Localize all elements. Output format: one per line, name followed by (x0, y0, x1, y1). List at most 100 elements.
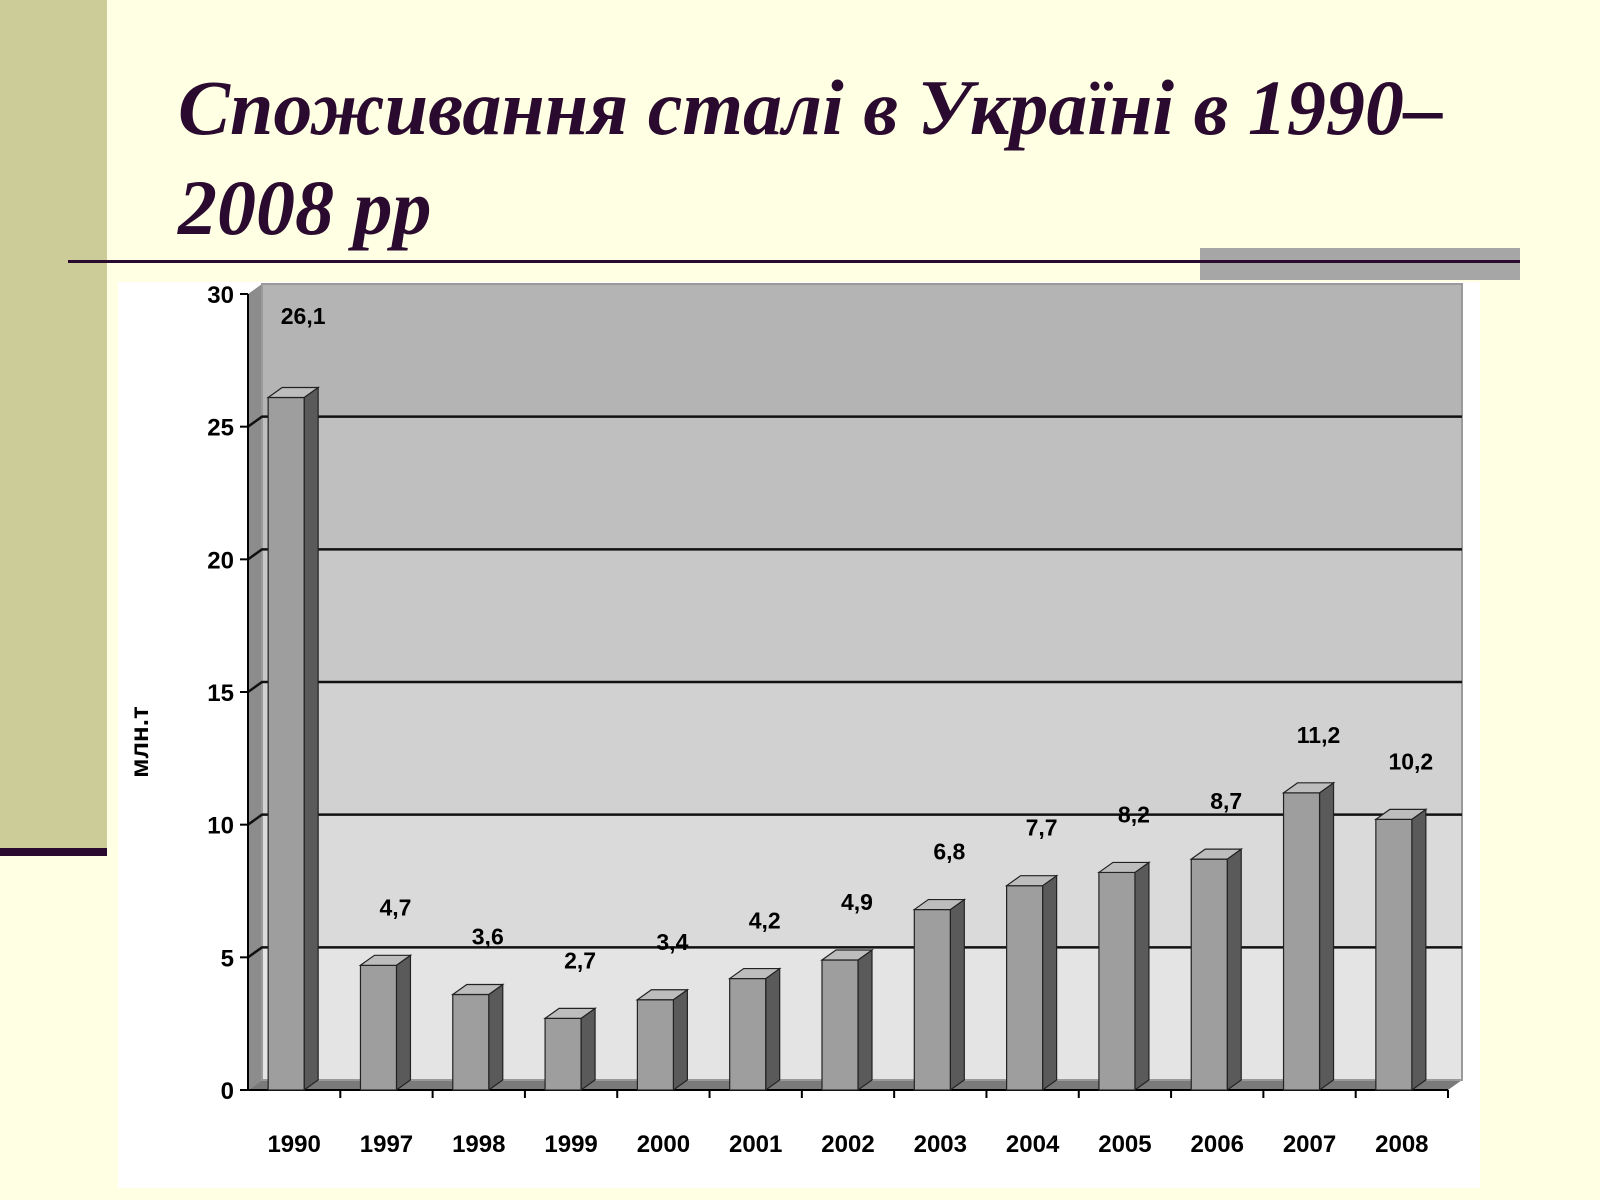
bar-top (1373, 808, 1428, 820)
bar (543, 1007, 597, 1092)
bar-top (635, 989, 690, 1001)
axes: 0 5 10 15 20 25 30 1990 1997 1998 1999 2000 2001 2002… (207, 282, 1449, 1158)
data-label: 4,9 (841, 889, 873, 915)
bar-top (727, 967, 782, 980)
gridline (247, 680, 1462, 694)
plot-band (262, 416, 1462, 550)
bar (912, 898, 967, 1092)
bar-top (1281, 782, 1336, 794)
x-tick-label: 1998 (452, 1131, 505, 1158)
divider-accent-line (1200, 260, 1520, 263)
y-tick-label: 0 (221, 1078, 234, 1105)
x-tick-label: 1990 (267, 1131, 320, 1158)
bar-side (765, 967, 781, 1092)
bar-top (543, 1007, 597, 1019)
data-labels: 26,1 4,7 3,6 2,7 3,4 4,2 4,9 6,8 7,7 8,2 8,7 11,2 10… (281, 303, 1433, 973)
bar-top (266, 386, 321, 399)
bar (727, 967, 782, 1092)
x-tick-label: 2003 (914, 1131, 967, 1158)
gridline (247, 415, 1462, 428)
data-label: 4,7 (379, 894, 411, 920)
bar-side (1042, 874, 1058, 1092)
x-tick-label: 2004 (1006, 1131, 1060, 1158)
bar-top (1097, 861, 1151, 874)
bar-front (913, 908, 951, 1091)
bar (1189, 847, 1244, 1092)
side-decor-bar (0, 0, 107, 850)
x-tick-label: 2001 (729, 1131, 782, 1158)
data-label: 4,2 (749, 908, 781, 934)
y-tick-label: 25 (207, 415, 234, 442)
slide-title: Споживання сталі в Україні в 1990–2008 р… (178, 64, 1443, 251)
bar-front (729, 977, 767, 1091)
bar-front (267, 396, 305, 1091)
x-tick-label: 2008 (1375, 1131, 1428, 1158)
bar-side (303, 386, 319, 1092)
bar-front (544, 1017, 582, 1091)
bar-front (1098, 871, 1136, 1091)
data-label: 7,7 (1026, 815, 1058, 841)
divider-accent (1200, 248, 1520, 280)
data-label: 26,1 (281, 303, 326, 329)
y-tick-label: 15 (207, 680, 234, 707)
bar (1097, 861, 1151, 1092)
bar-top (358, 954, 413, 966)
bar-front (1282, 792, 1321, 1091)
x-tick-label: 2002 (821, 1131, 874, 1158)
bar (1004, 874, 1059, 1092)
x-tick-label: 1999 (544, 1131, 597, 1158)
bar-side (1411, 808, 1427, 1092)
plot-bands (262, 284, 1462, 1080)
bar (266, 386, 321, 1092)
bar-front (452, 993, 490, 1091)
bar-side (672, 988, 688, 1092)
bar-top (450, 983, 505, 996)
bar-top (1189, 848, 1244, 860)
x-tick-label: 2005 (1098, 1131, 1151, 1158)
data-label: 2,7 (564, 947, 596, 973)
bar-side (857, 948, 873, 1092)
steel-consumption-chart: 0 5 10 15 20 25 30 1990 1997 1998 1999 2000 2001 2002… (124, 282, 1463, 1158)
data-label: 8,7 (1210, 788, 1242, 814)
bar-top (820, 949, 874, 961)
bar (450, 983, 505, 1092)
bar-front (359, 964, 398, 1091)
title-divider (68, 260, 1520, 263)
y-tick-label: 10 (207, 813, 234, 840)
y-tick-label: 20 (207, 547, 234, 574)
x-tick-label: 1997 (360, 1131, 413, 1158)
bar (358, 954, 413, 1092)
data-label: 11,2 (1297, 722, 1341, 748)
x-tick-label: 2000 (637, 1131, 690, 1158)
data-label: 10,2 (1388, 748, 1433, 774)
bar (820, 948, 874, 1092)
plot-band (262, 682, 1462, 815)
plot-band (262, 814, 1462, 948)
data-label: 3,6 (472, 923, 504, 949)
side-decor-line (0, 848, 107, 856)
y-axis-title: млн.т (124, 706, 154, 778)
data-label: 8,2 (1118, 801, 1150, 827)
plot-band (262, 549, 1462, 682)
gridline (247, 813, 1462, 826)
data-label: 3,4 (656, 929, 688, 955)
bar-front (1190, 858, 1228, 1091)
chart-panel: 0 5 10 15 20 25 30 1990 1997 1998 1999 2000 2001 2002… (118, 282, 1480, 1188)
bar-top (1004, 875, 1059, 887)
gridline (247, 946, 1462, 959)
x-tick-label: 2007 (1283, 1131, 1336, 1158)
bar-side (395, 954, 412, 1092)
bar (1373, 808, 1428, 1092)
y-tick-label: 30 (207, 282, 234, 309)
bar-side (1318, 781, 1335, 1092)
y-tick-label: 5 (221, 945, 234, 972)
bar-front (821, 959, 859, 1091)
x-tick-label: 2006 (1191, 1131, 1244, 1158)
bar-front (1006, 885, 1044, 1091)
bar-side (580, 1007, 596, 1092)
data-label: 6,8 (933, 839, 965, 865)
bars (266, 386, 1428, 1092)
bar-side (1226, 847, 1242, 1092)
bar-front (636, 999, 674, 1091)
gridlines (247, 415, 1462, 959)
